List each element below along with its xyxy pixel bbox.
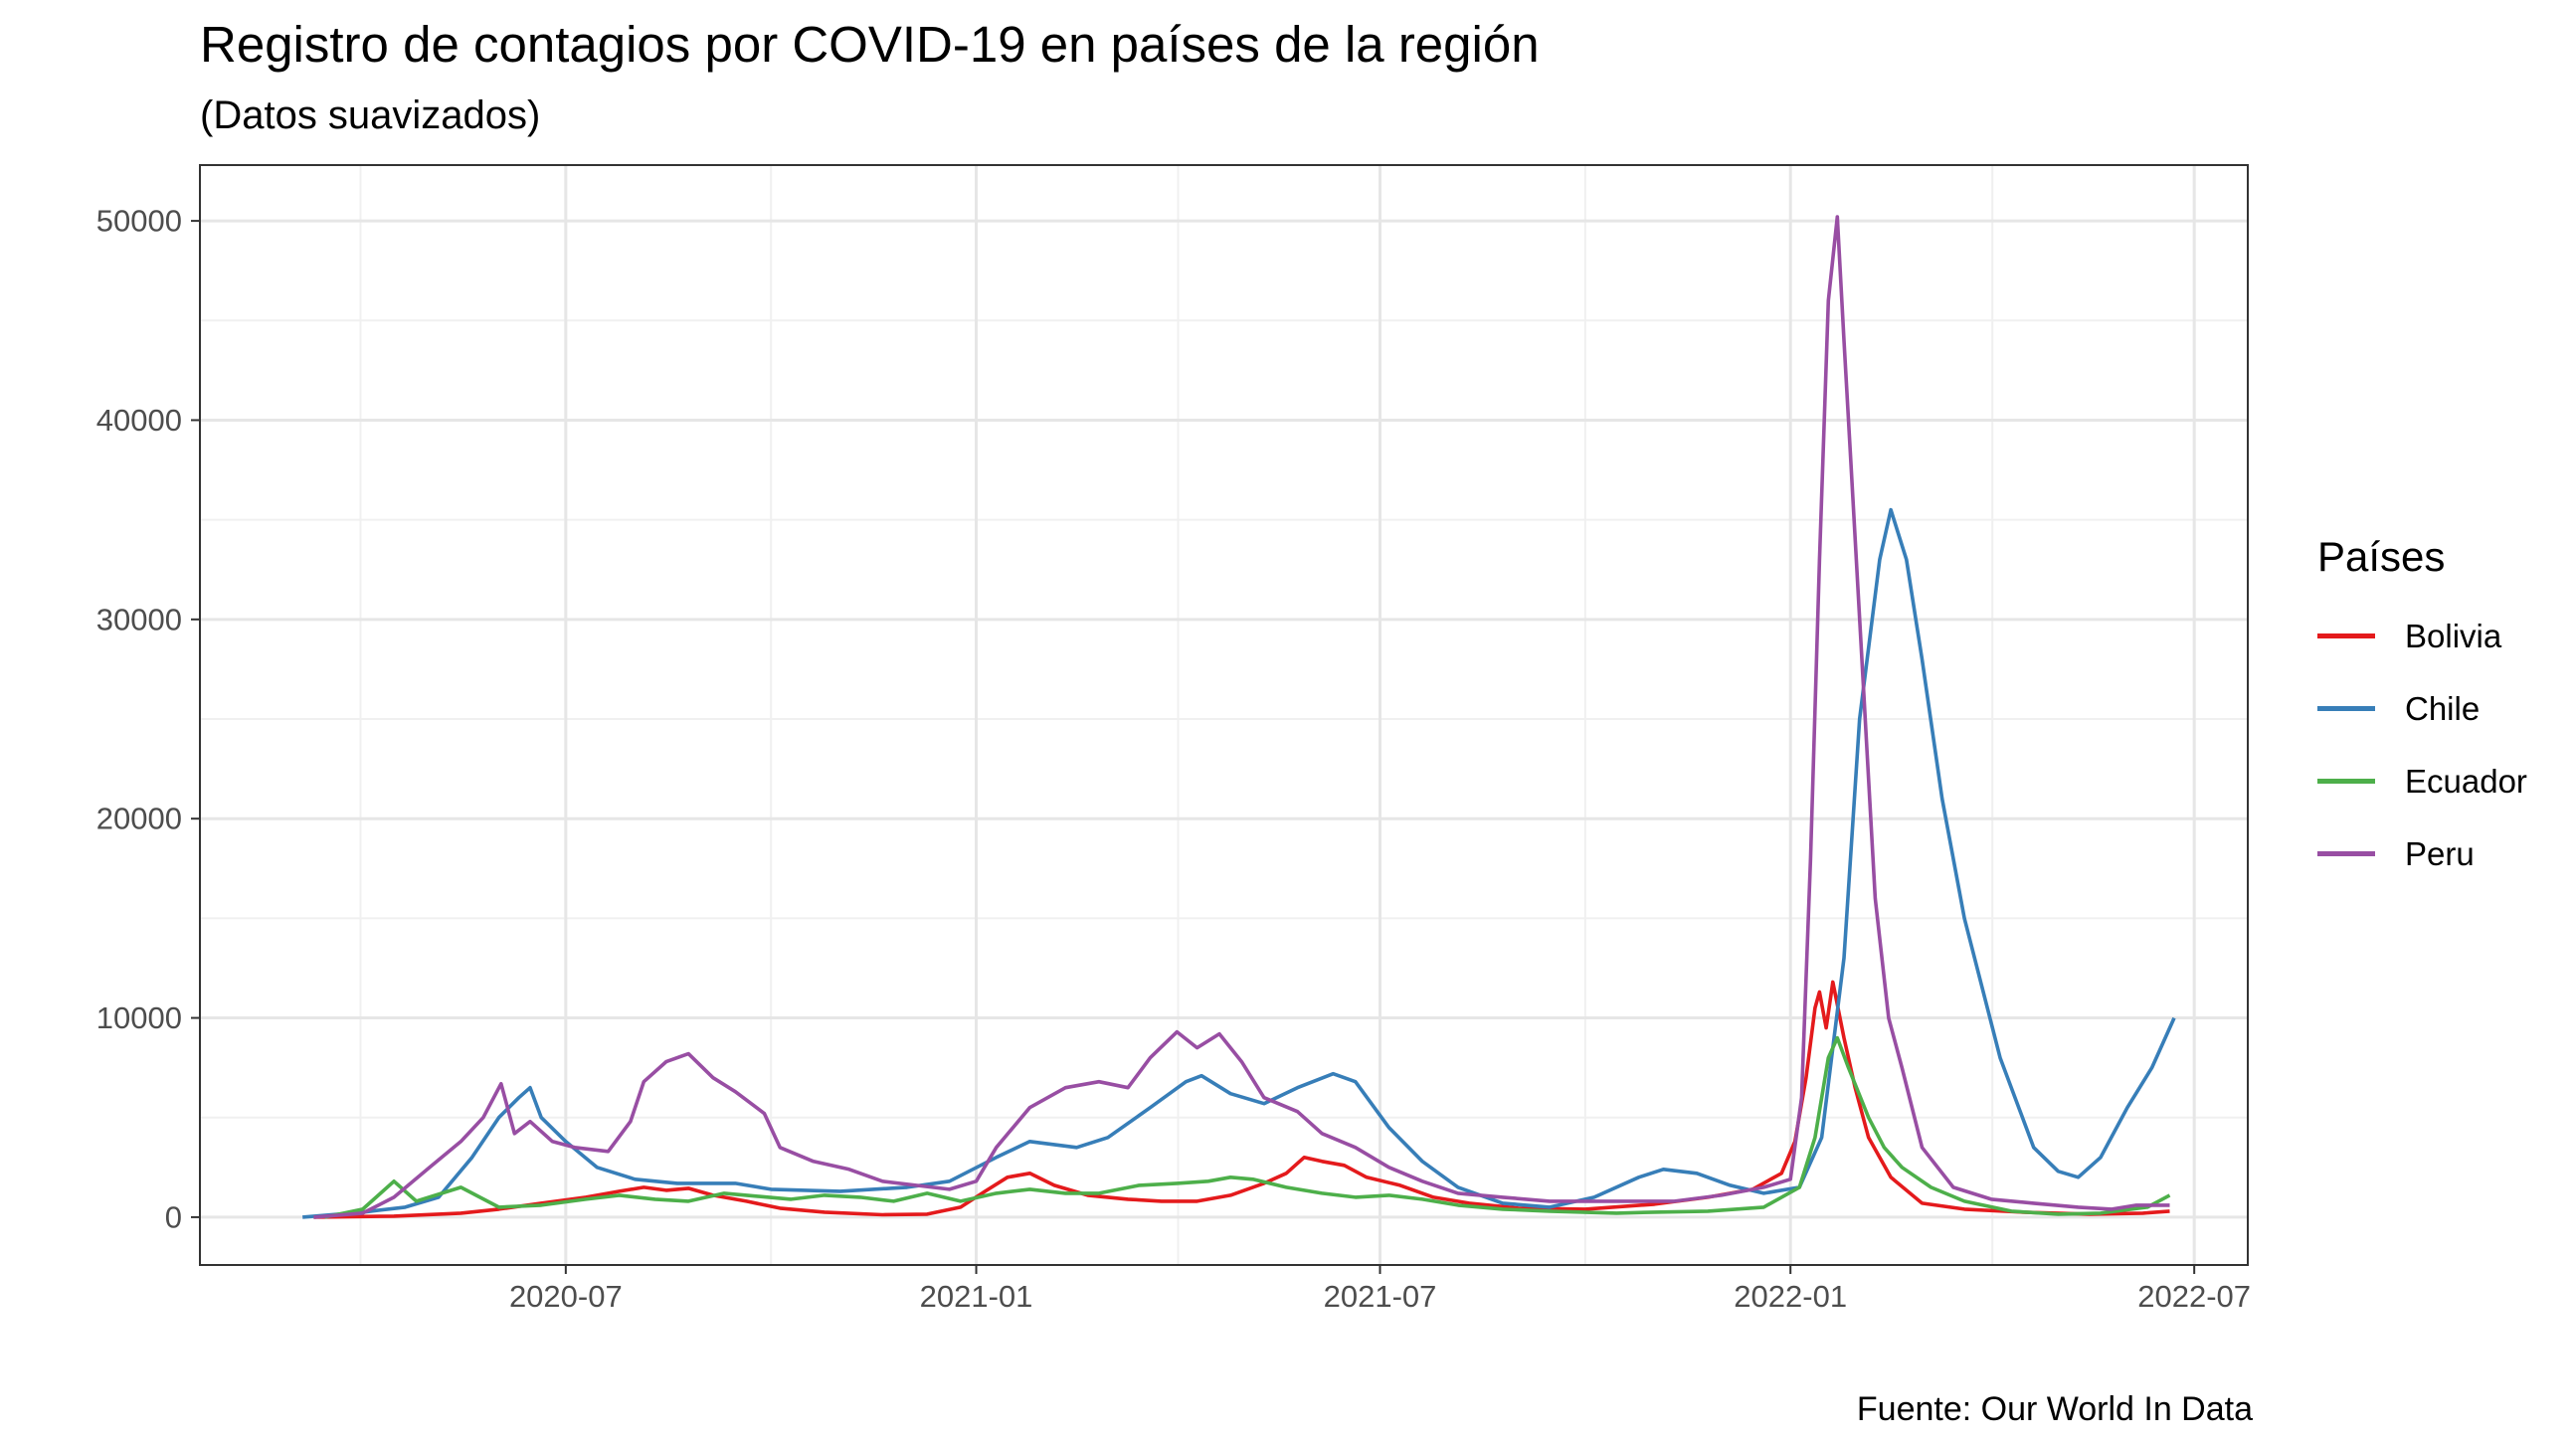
chart-title: Registro de contagios por COVID-19 en pa… — [200, 16, 1540, 73]
panel-border — [199, 164, 2249, 1266]
y-tick-label: 40000 — [96, 403, 182, 438]
legend-title: Países — [2317, 533, 2446, 580]
x-tick-label: 2020-07 — [509, 1279, 623, 1314]
legend-key — [2317, 706, 2375, 711]
legend-item-bolivia: Bolivia — [2317, 600, 2527, 672]
legend-item-chile: Chile — [2317, 672, 2527, 745]
x-tick-label: 2021-07 — [1324, 1279, 1437, 1314]
y-tick-label: 0 — [165, 1199, 182, 1234]
legend-label: Bolivia — [2405, 617, 2502, 654]
legend-label: Chile — [2405, 689, 2481, 727]
legend-key — [2317, 851, 2375, 856]
series-line-ecuador — [324, 1035, 2171, 1219]
legend: Países Bolivia Chile Ecuador Peru — [2317, 522, 2527, 890]
legend-items: Bolivia Chile Ecuador Peru — [2317, 600, 2527, 890]
legend-item-ecuador: Ecuador — [2317, 745, 2527, 817]
y-axis: 0 10000 20000 30000 40000 50000 — [96, 204, 200, 1234]
legend-key — [2317, 633, 2375, 638]
series-line-chile — [302, 507, 2176, 1219]
x-tick-label: 2021-01 — [920, 1279, 1033, 1314]
legend-label: Peru — [2405, 834, 2475, 872]
x-tick-label: 2022-07 — [2137, 1279, 2251, 1314]
chart-caption: Fuente: Our World In Data — [1856, 1390, 2253, 1428]
chart-subtitle: (Datos suavizados) — [200, 93, 541, 137]
x-axis: 2020-07 2021-01 2021-07 2022-01 2022-07 — [509, 1265, 2251, 1314]
x-tick-label: 2022-01 — [1734, 1279, 1847, 1314]
y-tick-label: 20000 — [96, 802, 182, 836]
y-tick-label: 30000 — [96, 602, 182, 636]
grid-major — [200, 165, 2248, 1265]
legend-key — [2317, 779, 2375, 784]
series-layer — [302, 215, 2176, 1219]
series-line-peru — [313, 215, 2170, 1219]
y-tick-label: 50000 — [96, 204, 182, 239]
y-tick-label: 10000 — [96, 1000, 182, 1035]
series-line-bolivia — [313, 980, 2170, 1219]
legend-label: Ecuador — [2405, 762, 2527, 800]
legend-item-peru: Peru — [2317, 817, 2527, 890]
